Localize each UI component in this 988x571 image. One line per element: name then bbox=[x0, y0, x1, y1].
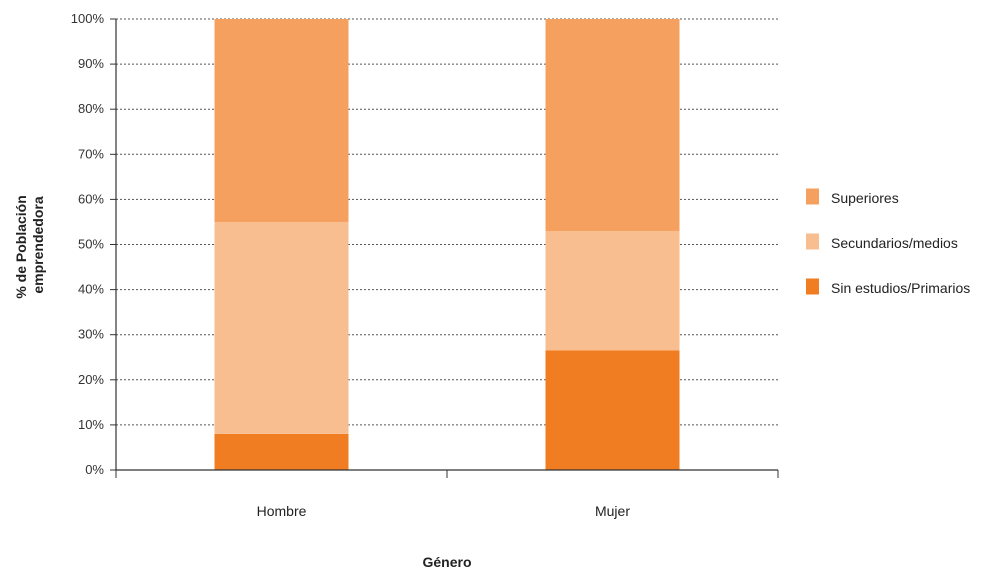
bar-segment bbox=[214, 19, 349, 222]
axes bbox=[110, 18, 779, 478]
category-label: Mujer bbox=[595, 503, 630, 519]
y-axis-title-line-2: emprendedora bbox=[30, 196, 46, 293]
legend-swatch bbox=[806, 278, 819, 295]
y-tick-label: 0% bbox=[85, 462, 104, 477]
legend-label: Sin estudios/Primarios bbox=[831, 280, 970, 296]
category-labels: Hombre Mujer bbox=[257, 503, 631, 519]
y-tick-label: 80% bbox=[78, 101, 104, 116]
y-axis-title-line-1: % de Población bbox=[13, 195, 29, 298]
y-tick-label: 50% bbox=[78, 237, 104, 252]
legend-swatch bbox=[806, 233, 819, 250]
bar-segment bbox=[214, 221, 349, 434]
x-axis-title: Género bbox=[422, 554, 471, 570]
y-tick-labels: 0% 10% 20% 30% 40% 50% 60% 70% 80% 90% 100% bbox=[71, 11, 105, 477]
bar-segment bbox=[214, 433, 349, 470]
y-tick-label: 100% bbox=[71, 11, 105, 26]
y-tick-label: 60% bbox=[78, 191, 104, 206]
y-tick-label: 90% bbox=[78, 56, 104, 71]
category-label: Hombre bbox=[257, 503, 307, 519]
legend-label: Superiores bbox=[831, 190, 899, 206]
bar-segment bbox=[545, 230, 680, 351]
y-tick-label: 70% bbox=[78, 146, 104, 161]
y-axis-title: % de Población emprendedora bbox=[13, 191, 46, 298]
bar-segment bbox=[545, 19, 680, 231]
legend: Superiores Secundarios/medios Sin estudios… bbox=[806, 188, 970, 296]
legend-swatch bbox=[806, 188, 819, 205]
bar-segment bbox=[545, 350, 680, 470]
y-tick-label: 10% bbox=[78, 417, 104, 432]
legend-label: Secundarios/medios bbox=[831, 235, 958, 251]
y-tick-label: 40% bbox=[78, 282, 104, 297]
y-tick-label: 30% bbox=[78, 327, 104, 342]
y-tick-label: 20% bbox=[78, 372, 104, 387]
bars bbox=[214, 19, 680, 470]
